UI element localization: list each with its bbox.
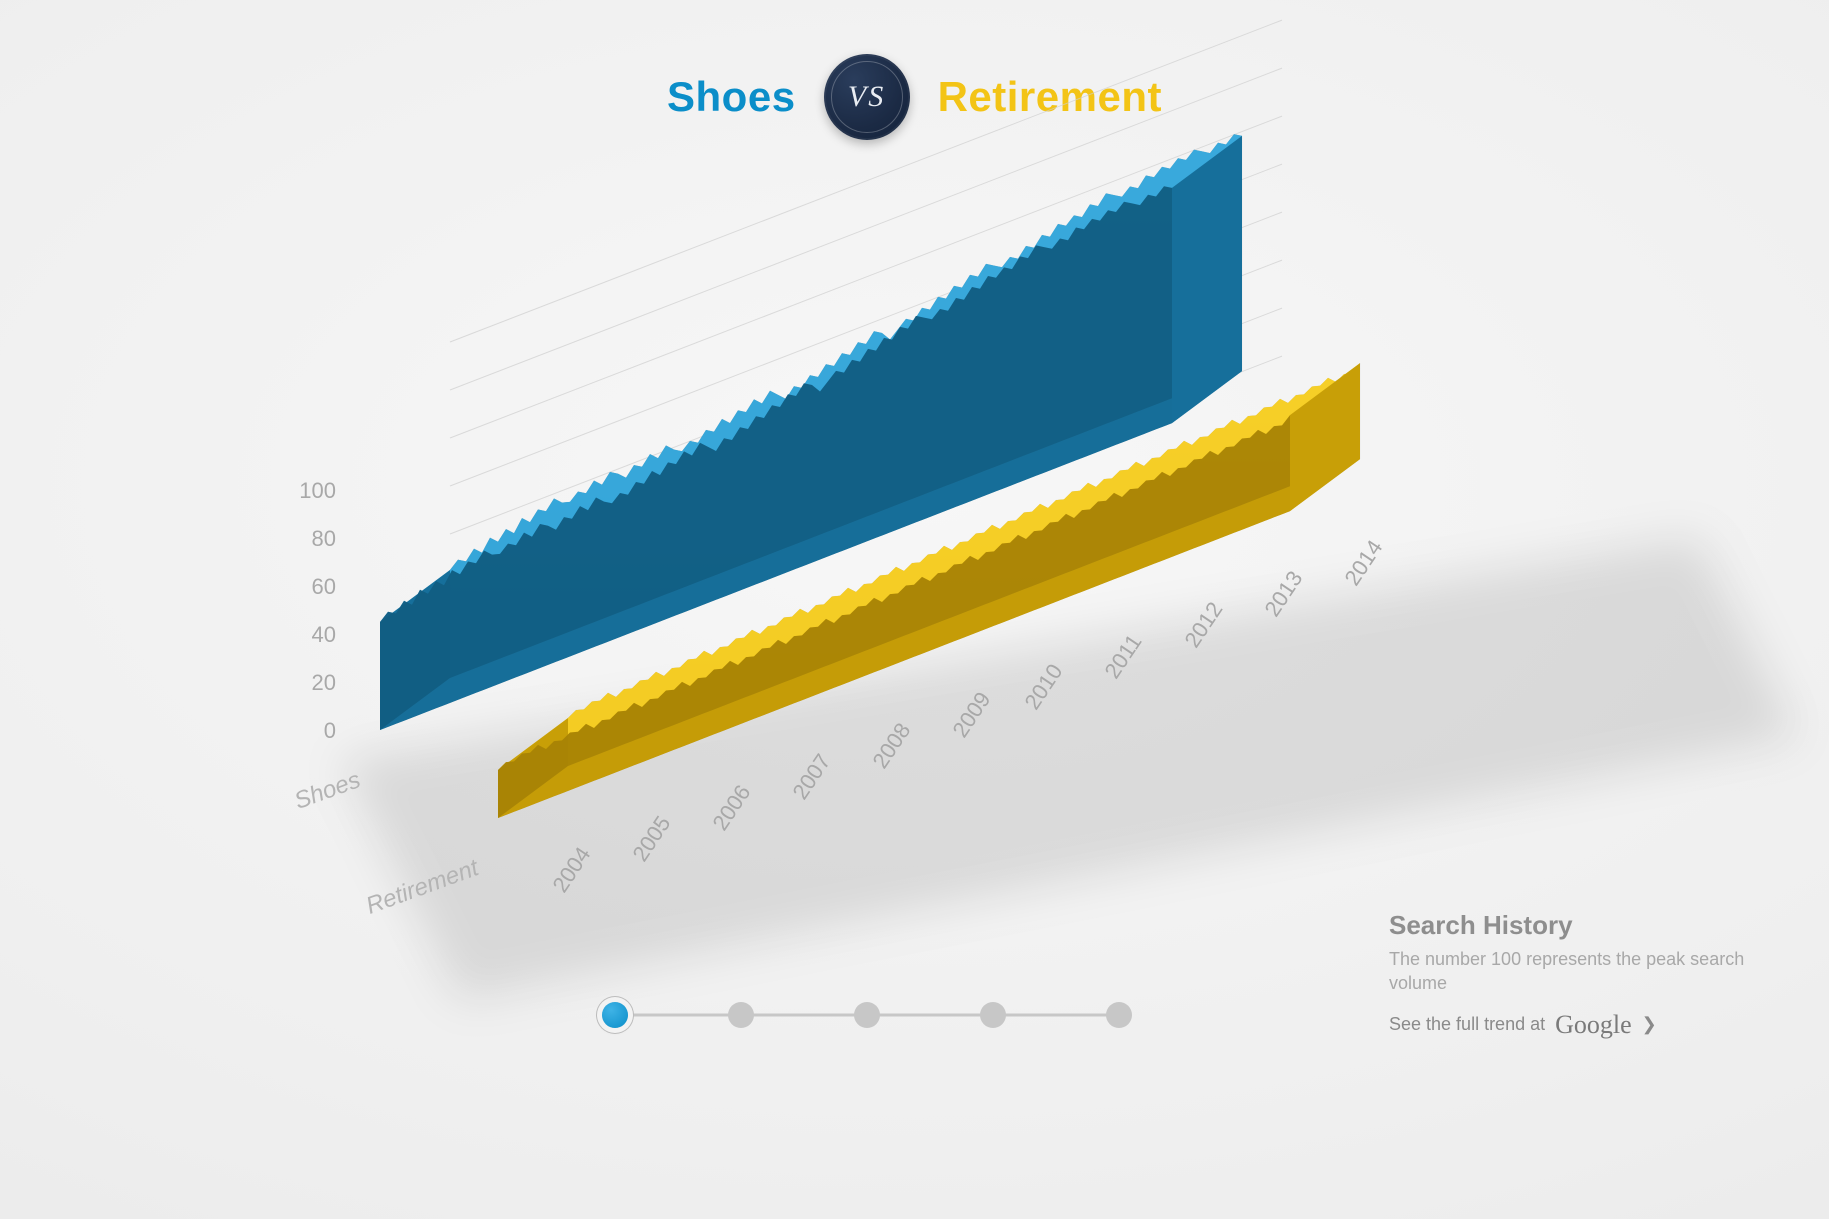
chevron-right-icon: ❯ [1642,1014,1657,1035]
x-tick-2014: 2014 [1339,535,1387,590]
vs-label: VS [848,80,885,114]
chart-svg: 020406080100ShoesRetirement2004200520062… [260,170,1440,890]
pager-dot-1[interactable] [728,1002,754,1028]
chart-3d-area: 020406080100ShoesRetirement2004200520062… [260,170,1440,890]
footnote-cta-brand: Google [1555,1010,1632,1040]
pager-dot-2[interactable] [854,1002,880,1028]
pager-dot-3[interactable] [980,1002,1006,1028]
stage: Shoes VS Retirement 0 20 40 60 80 100 Shoes Ret… [0,0,1829,1219]
pager-dot-0[interactable] [602,1002,628,1028]
y-tick-60: 60 [312,574,336,599]
series-label-Shoes: Shoes [291,766,364,815]
footnote-cta[interactable]: See the full trend at Google ❯ [1389,1010,1749,1040]
pager [602,1000,1132,1030]
vs-badge: VS [824,54,910,140]
header-right-label: Retirement [938,73,1162,121]
y-tick-20: 20 [312,670,336,695]
header: Shoes VS Retirement [0,54,1829,140]
y-tick-80: 80 [312,526,336,551]
footnote-title: Search History [1389,910,1749,941]
y-tick-0: 0 [324,718,336,743]
pager-dot-4[interactable] [1106,1002,1132,1028]
y-tick-40: 40 [312,622,336,647]
header-left-label: Shoes [667,73,796,121]
y-tick-100: 100 [299,478,336,503]
footnote-body: The number 100 represents the peak searc… [1389,947,1749,996]
footnote: Search History The number 100 represents… [1389,910,1749,1040]
footnote-cta-prefix: See the full trend at [1389,1014,1545,1035]
